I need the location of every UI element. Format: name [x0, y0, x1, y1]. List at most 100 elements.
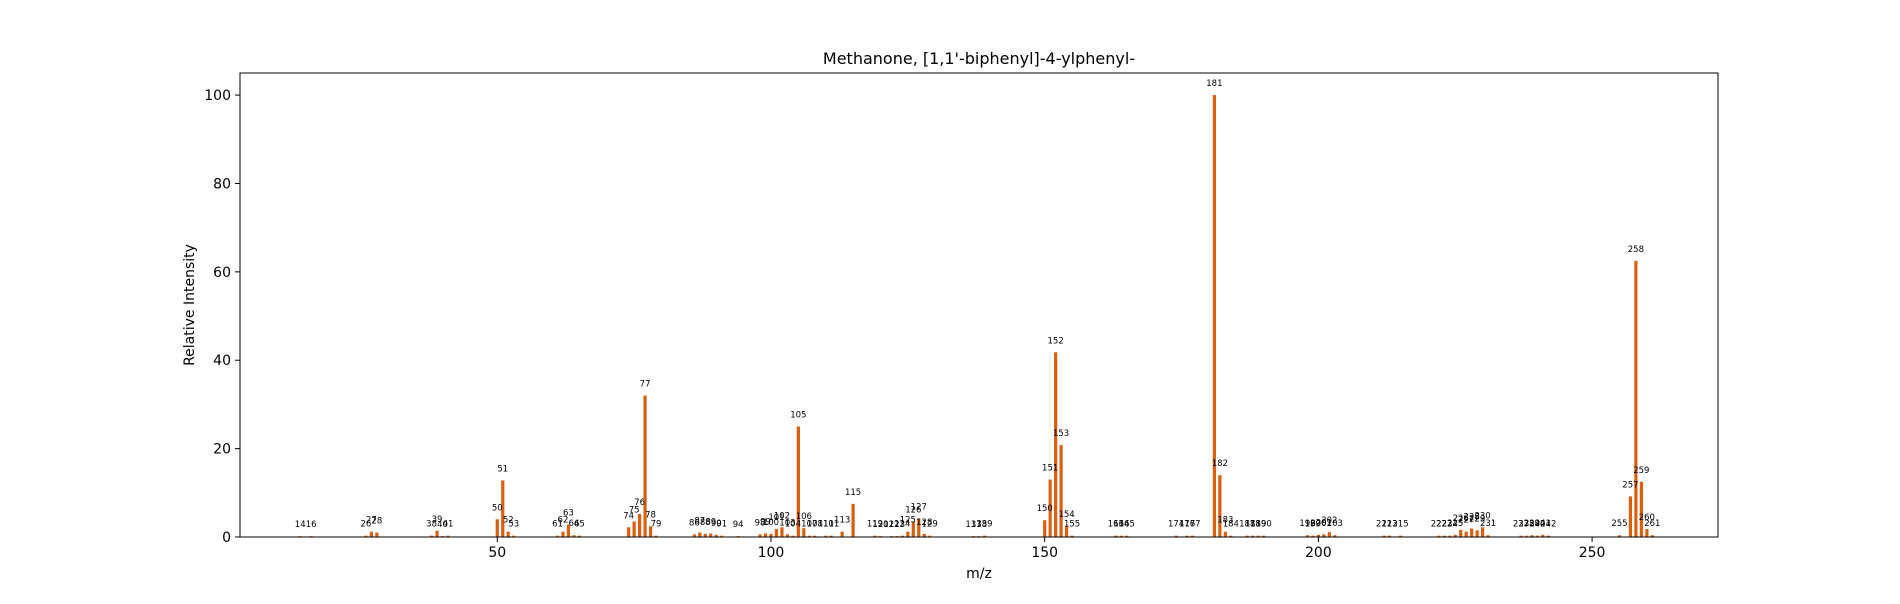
bar-label: 237	[1513, 520, 1529, 530]
y-tick-label: 80	[213, 176, 231, 192]
bar-label: 181	[1206, 79, 1222, 89]
bar-label: 98	[755, 518, 766, 528]
bar-label: 230	[1474, 511, 1490, 521]
bars-layer	[298, 95, 1654, 537]
spectrum-bar	[1229, 535, 1233, 537]
spectrum-bar	[906, 531, 910, 537]
spectrum-bar	[763, 533, 768, 537]
bar-label: 255	[1611, 519, 1627, 529]
spectrum-bar	[643, 395, 647, 537]
plot-frame	[239, 72, 1719, 538]
y-axis: 0 20 40 60 80 100	[204, 88, 240, 546]
y-tick-label: 0	[222, 530, 231, 546]
bar-label: 137	[965, 520, 981, 530]
bar-label: 153	[1053, 429, 1069, 439]
bar-label: 28	[371, 517, 382, 527]
spectrum-bar	[900, 535, 904, 537]
bar-label: 138	[971, 520, 987, 530]
bar-label: 51	[497, 464, 508, 474]
spectrum-bar	[1546, 535, 1550, 537]
spectrum-bar	[1650, 535, 1654, 537]
bar-label: 155	[1064, 520, 1080, 530]
spectrum-bar	[758, 534, 762, 537]
bar-label: 183	[1217, 516, 1233, 526]
spectrum-bar	[1481, 527, 1485, 537]
bar-label: 102	[774, 511, 790, 521]
bar-label: 261	[1644, 519, 1660, 529]
bar-label: 223	[1436, 520, 1452, 530]
bar-label: 182	[1212, 459, 1228, 469]
bar-label: 89	[705, 517, 716, 527]
spectrum-bar	[1256, 535, 1260, 537]
bar-label: 128	[916, 518, 932, 528]
bar-label: 184	[1223, 520, 1239, 530]
spectrum-bar	[1054, 352, 1058, 537]
bar-label: 139	[976, 520, 992, 530]
spectrum-bar	[785, 534, 790, 537]
spectrum-bar	[1464, 531, 1468, 537]
spectrum-bar	[495, 519, 499, 537]
bar-label: 238	[1518, 520, 1534, 530]
bar-label: 151	[1042, 464, 1058, 474]
y-axis-label: Relative Intensity	[182, 244, 198, 366]
spectrum-bar	[917, 518, 921, 537]
spectrum-bar	[1470, 528, 1474, 537]
spectrum-bar	[692, 534, 696, 537]
spectrum-bar	[1212, 95, 1216, 537]
bar-label: 227	[1458, 516, 1474, 526]
bar-label: 242	[1540, 520, 1556, 530]
spectrum-bar	[1316, 534, 1320, 537]
bar-label: 62	[558, 516, 569, 526]
bar-label: 94	[733, 520, 744, 530]
bar-label: 99	[760, 517, 771, 527]
y-tick-label: 100	[204, 88, 231, 104]
bar-label: 226	[1453, 514, 1469, 524]
spectrum-bar	[375, 532, 379, 537]
bar-label: 154	[1058, 510, 1074, 520]
bar-label: 212	[1376, 520, 1392, 530]
spectrum-bar	[851, 503, 855, 537]
bar-label: 91	[716, 520, 727, 530]
spectrum-bar	[807, 535, 811, 537]
bar-label: 188	[1245, 520, 1261, 530]
bar-label: 257	[1622, 480, 1638, 490]
spectrum-bar	[1327, 532, 1331, 537]
bar-label: 222	[1431, 520, 1447, 530]
bar-label: 40	[437, 520, 448, 530]
spectrum-bar	[714, 534, 718, 537]
bar-label: 241	[1535, 519, 1551, 529]
bar-label: 203	[1327, 519, 1343, 529]
bar-label: 200	[1310, 519, 1326, 529]
spectrum-bar	[654, 535, 658, 537]
spectrum-bar	[1437, 535, 1441, 537]
bar-label: 228	[1464, 513, 1480, 523]
spectrum-bar	[911, 521, 915, 537]
x-tick-label: 250	[1579, 545, 1606, 561]
spectrum-bar	[627, 527, 631, 537]
bar-label: 78	[645, 510, 656, 520]
spectrum-bar	[698, 532, 702, 537]
spectrum-bar	[1114, 535, 1118, 537]
spectrum-bar	[638, 514, 642, 537]
spectrum-bar	[1645, 529, 1649, 537]
spectrum-bar	[796, 426, 800, 537]
spectrum-bar	[1530, 535, 1534, 537]
bar-label: 87	[694, 517, 705, 527]
bar-label: 165	[1119, 520, 1135, 530]
bar-label: 202	[1321, 516, 1337, 526]
spectrum-bar	[1448, 535, 1452, 537]
bar-label: 122	[883, 520, 899, 530]
spectrum-bar	[577, 535, 581, 537]
bar-label: 63	[563, 509, 574, 519]
bar-label: 111	[823, 520, 839, 530]
bar-label: 176	[1179, 520, 1195, 530]
bar-label: 126	[905, 506, 921, 516]
spectrum-bar	[1475, 530, 1479, 537]
spectrum-bar	[1048, 479, 1052, 537]
spectrum-bar	[1305, 535, 1310, 537]
spectrum-bar	[1442, 535, 1446, 537]
bar-label: 101	[768, 513, 784, 523]
spectrum-bar	[873, 535, 877, 537]
bar-label: 107	[801, 520, 817, 530]
bar-label: 231	[1480, 519, 1496, 529]
